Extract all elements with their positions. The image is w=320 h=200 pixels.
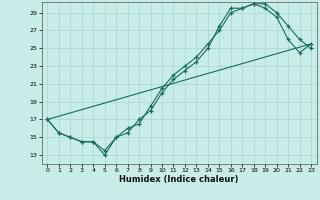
X-axis label: Humidex (Indice chaleur): Humidex (Indice chaleur) [119,175,239,184]
